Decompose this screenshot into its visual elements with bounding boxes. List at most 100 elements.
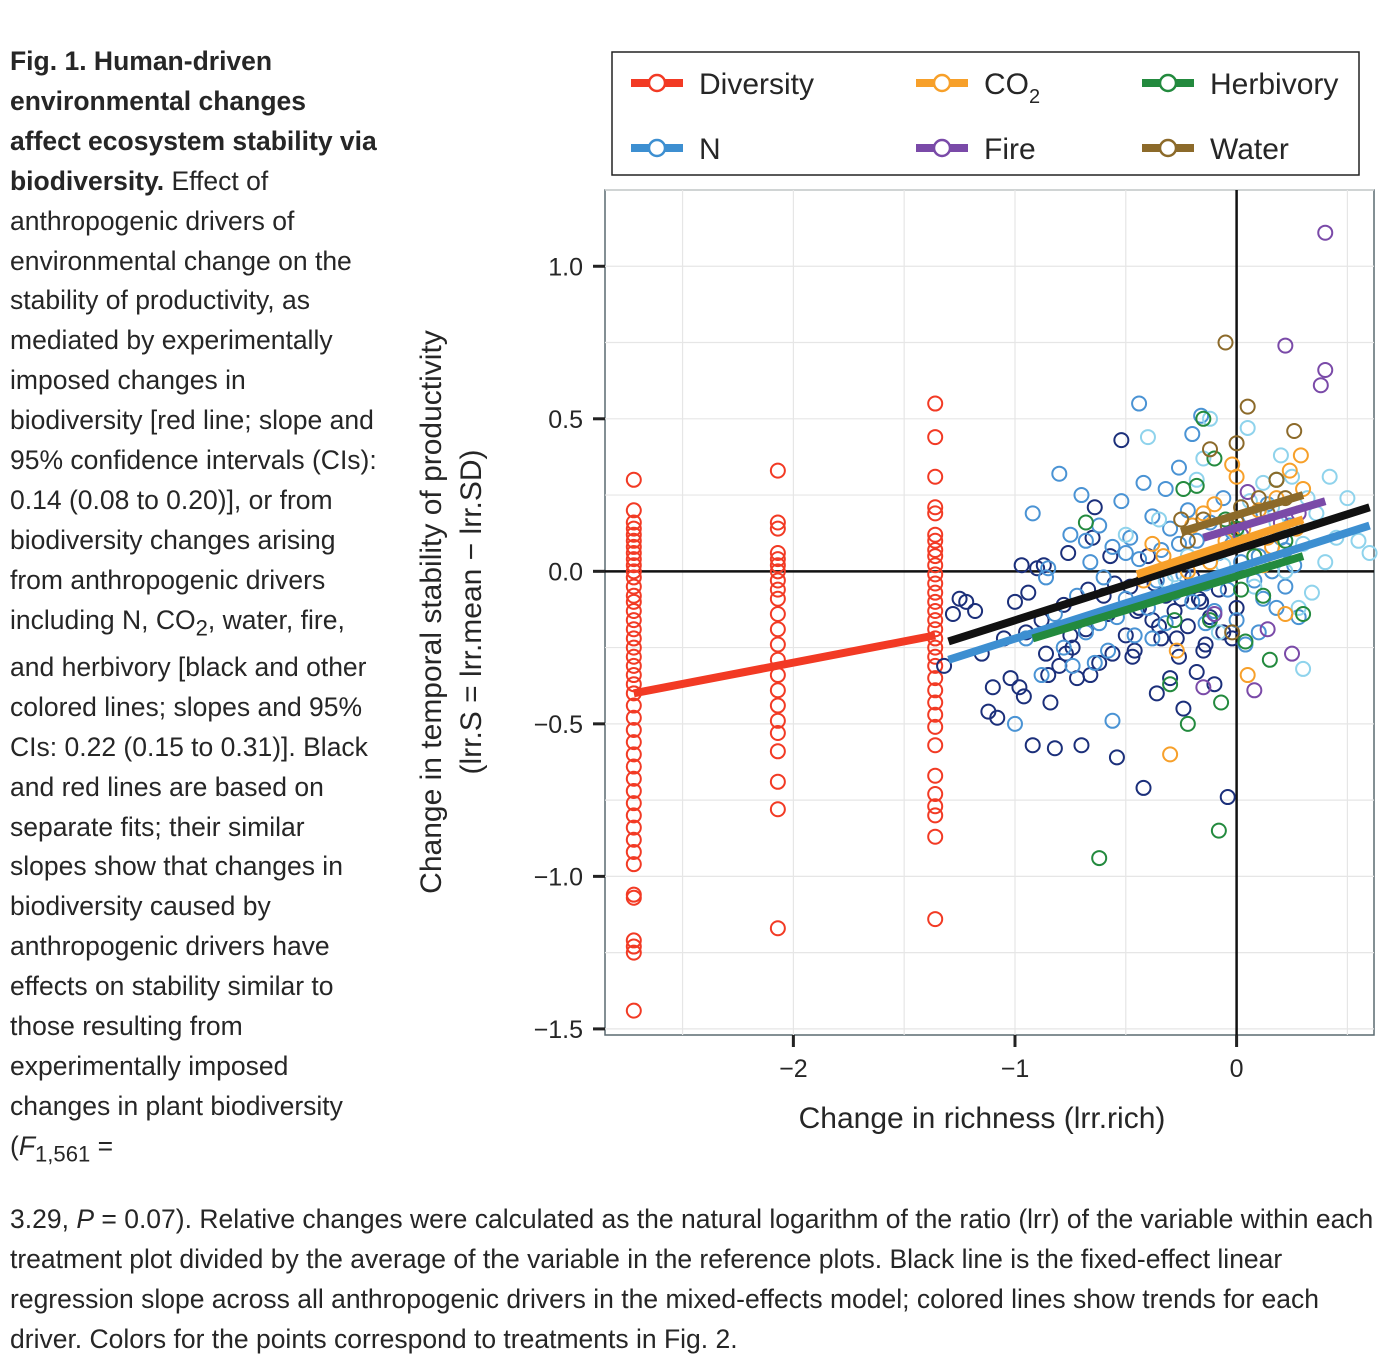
data-point: [936, 657, 953, 674]
data-point: [1151, 511, 1168, 528]
data-point: [1206, 450, 1223, 467]
data-point: [1157, 480, 1174, 497]
figure-caption-continued: 3.29, P = 0.07). Relative changes were c…: [10, 1200, 1385, 1360]
data-point: [625, 819, 642, 836]
data-point: [1170, 535, 1187, 552]
data-point: [625, 889, 642, 906]
legend-item-herbivory: Herbivory: [1142, 68, 1338, 101]
data-point: [927, 395, 944, 412]
data-point: [769, 563, 786, 580]
data-point: [1126, 627, 1143, 644]
data-point: [1250, 624, 1267, 641]
y-tick-label: −1.0: [534, 863, 583, 891]
data-point: [1124, 648, 1141, 665]
data-point: [1162, 676, 1179, 693]
y-tick-label: 1.0: [548, 253, 583, 281]
x-tick-label: −1: [1001, 1055, 1030, 1083]
data-point: [1091, 654, 1108, 671]
data-point: [625, 602, 642, 619]
y-tick-label: 0.0: [548, 558, 583, 586]
data-point: [1268, 471, 1285, 488]
data-point: [1122, 529, 1139, 546]
data-point: [1168, 630, 1185, 647]
data-point: [625, 630, 642, 647]
legend-item-n: N: [631, 133, 721, 166]
data-point: [1108, 749, 1125, 766]
data-point: [1015, 688, 1032, 705]
data-point: [1361, 545, 1378, 562]
data-point: [625, 795, 642, 812]
caption-f-equals: =: [90, 1130, 114, 1161]
data-point: [1170, 459, 1187, 476]
legend-box: [611, 51, 1360, 176]
data-point: [1033, 667, 1050, 684]
data-point: [1153, 630, 1170, 647]
fit-line-all-drivers-fixed-effect-: [947, 503, 1371, 646]
data-point: [625, 557, 642, 574]
data-point: [625, 932, 642, 949]
data-point: [1035, 557, 1052, 574]
fit-line-herbivory: [1031, 552, 1305, 643]
data-point: [927, 798, 944, 815]
data-point: [927, 557, 944, 574]
data-point: [1284, 645, 1301, 662]
data-point: [1175, 480, 1192, 497]
data-point: [1173, 511, 1190, 528]
data-point: [625, 721, 642, 738]
data-point: [1195, 505, 1212, 522]
data-point: [927, 911, 944, 928]
caption-p-symbol: P: [76, 1204, 94, 1234]
data-point: [1188, 663, 1205, 680]
data-point: [769, 621, 786, 638]
data-point: [769, 712, 786, 729]
data-point: [927, 548, 944, 565]
legend-label: Water: [1210, 133, 1289, 166]
data-point: [1193, 593, 1210, 610]
y-tick-label: 0.5: [548, 406, 583, 434]
data-point: [1131, 395, 1148, 412]
data-point: [944, 606, 961, 623]
data-point: [1077, 532, 1094, 549]
data-point: [927, 737, 944, 754]
data-point: [1020, 584, 1037, 601]
data-point: [1261, 651, 1278, 668]
data-point: [1175, 700, 1192, 717]
data-point: [1237, 633, 1254, 650]
series-fire: [1195, 224, 1334, 699]
data-point: [625, 648, 642, 665]
data-point: [1038, 569, 1055, 586]
caption-bottom-text-1: 3.29,: [10, 1204, 77, 1234]
data-point: [769, 636, 786, 653]
data-point: [1193, 407, 1210, 424]
legend-item-water: Water: [1142, 133, 1289, 166]
data-point: [1195, 679, 1212, 696]
data-point: [1255, 587, 1272, 604]
data-point: [1206, 676, 1223, 693]
data-point: [927, 648, 944, 665]
legend-item-diversity: Diversity: [631, 68, 814, 101]
data-point: [1135, 474, 1152, 491]
data-point: [625, 944, 642, 961]
data-point: [1113, 493, 1130, 510]
data-point: [1139, 429, 1156, 446]
legend-item-fire: Fire: [916, 133, 1036, 166]
data-point: [1117, 545, 1134, 562]
data-point: [1239, 667, 1256, 684]
fit-line-co2: [1135, 515, 1305, 579]
data-point: [769, 801, 786, 818]
data-point: [1202, 441, 1219, 458]
data-point: [1060, 545, 1077, 562]
data-point: [769, 581, 786, 598]
y-tick-label: −0.5: [534, 711, 583, 739]
data-point: [1051, 465, 1068, 482]
data-point: [625, 758, 642, 775]
data-point: [625, 538, 642, 555]
data-point: [625, 569, 642, 586]
data-point: [927, 706, 944, 723]
data-point: [1002, 670, 1019, 687]
data-point: [1162, 746, 1179, 763]
data-point: [927, 807, 944, 824]
x-tick-label: 0: [1230, 1055, 1244, 1083]
series-diversity: [625, 395, 944, 1019]
